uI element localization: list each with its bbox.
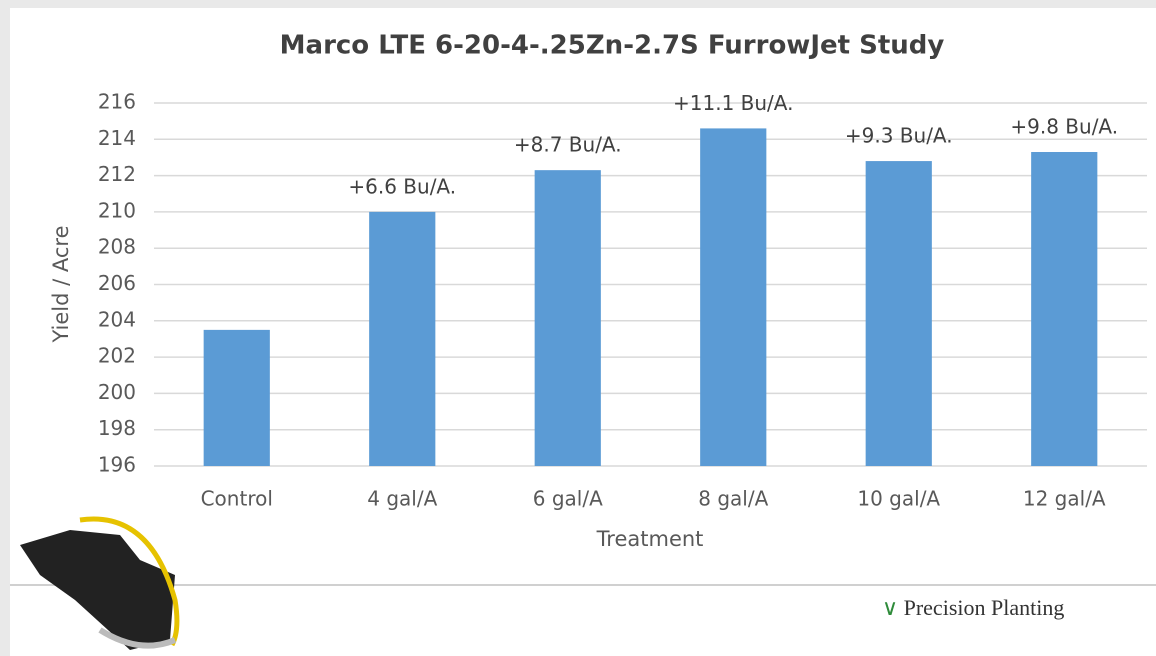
x-tick-label: 10 gal/A xyxy=(857,487,940,511)
page: {"chart_data": {"type": "bar", "title": … xyxy=(0,0,1156,656)
x-tick-label: 12 gal/A xyxy=(1023,487,1106,511)
y-tick-label: 198 xyxy=(98,416,136,440)
y-tick-label: 214 xyxy=(98,126,136,150)
bar xyxy=(700,128,766,466)
y-tick-label: 196 xyxy=(98,453,136,477)
x-tick-label: 8 gal/A xyxy=(698,487,768,511)
chart-title: Marco LTE 6-20-4-.25Zn-2.7S FurrowJet St… xyxy=(280,31,945,61)
x-tick-label: Control xyxy=(201,487,273,511)
logo-text: ∨ Precision Planting xyxy=(882,595,1064,620)
annotation: +11.1 Bu/A. xyxy=(673,91,793,115)
logo: Precision Planting xyxy=(904,595,1065,620)
chart: Marco LTE 6-20-4-.25Zn-2.7S FurrowJet St… xyxy=(0,0,1156,656)
y-tick-label: 216 xyxy=(98,90,136,114)
x-tick-label: 6 gal/A xyxy=(533,487,603,511)
bar xyxy=(535,170,601,466)
y-tick-label: 204 xyxy=(98,307,136,331)
annotation: +9.8 Bu/A. xyxy=(1010,115,1118,139)
x-tick-label: 4 gal/A xyxy=(367,487,437,511)
bar xyxy=(866,161,932,466)
annotation: +8.7 Bu/A. xyxy=(514,133,622,157)
y-tick-label: 208 xyxy=(98,235,136,259)
y-axis-label: Yield / Acre xyxy=(49,225,73,343)
y-tick-label: 200 xyxy=(98,380,136,404)
y-tick-label: 210 xyxy=(98,198,136,222)
annotation: +6.6 Bu/A. xyxy=(348,174,456,198)
bar xyxy=(204,330,270,466)
y-tick-label: 202 xyxy=(98,344,136,368)
x-axis-label: Treatment xyxy=(596,527,704,551)
y-tick-label: 206 xyxy=(98,271,136,295)
bar xyxy=(1031,152,1097,466)
annotation: +9.3 Bu/A. xyxy=(845,124,953,148)
y-tick-label: 212 xyxy=(98,162,136,186)
bar xyxy=(369,212,435,466)
